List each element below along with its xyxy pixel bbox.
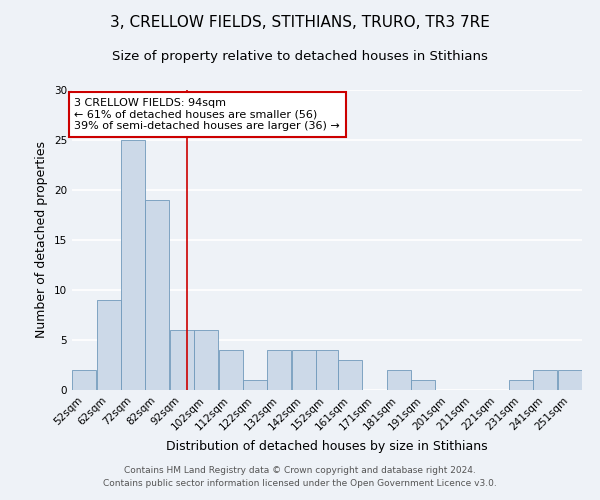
Bar bbox=[316, 350, 338, 390]
Text: Size of property relative to detached houses in Stithians: Size of property relative to detached ho… bbox=[112, 50, 488, 63]
Text: 3, CRELLOW FIELDS, STITHIANS, TRURO, TR3 7RE: 3, CRELLOW FIELDS, STITHIANS, TRURO, TR3… bbox=[110, 15, 490, 30]
Bar bbox=[243, 380, 267, 390]
Bar bbox=[338, 360, 362, 390]
Bar bbox=[509, 380, 533, 390]
Bar bbox=[387, 370, 411, 390]
Bar bbox=[268, 350, 292, 390]
Bar bbox=[292, 350, 316, 390]
X-axis label: Distribution of detached houses by size in Stithians: Distribution of detached houses by size … bbox=[166, 440, 488, 453]
Bar bbox=[558, 370, 582, 390]
Bar bbox=[218, 350, 242, 390]
Bar bbox=[533, 370, 557, 390]
Y-axis label: Number of detached properties: Number of detached properties bbox=[35, 142, 49, 338]
Bar bbox=[170, 330, 194, 390]
Bar bbox=[412, 380, 436, 390]
Text: Contains HM Land Registry data © Crown copyright and database right 2024.
Contai: Contains HM Land Registry data © Crown c… bbox=[103, 466, 497, 487]
Bar bbox=[145, 200, 169, 390]
Bar bbox=[194, 330, 218, 390]
Text: 3 CRELLOW FIELDS: 94sqm
← 61% of detached houses are smaller (56)
39% of semi-de: 3 CRELLOW FIELDS: 94sqm ← 61% of detache… bbox=[74, 98, 340, 131]
Bar bbox=[97, 300, 121, 390]
Bar bbox=[72, 370, 96, 390]
Bar bbox=[121, 140, 145, 390]
